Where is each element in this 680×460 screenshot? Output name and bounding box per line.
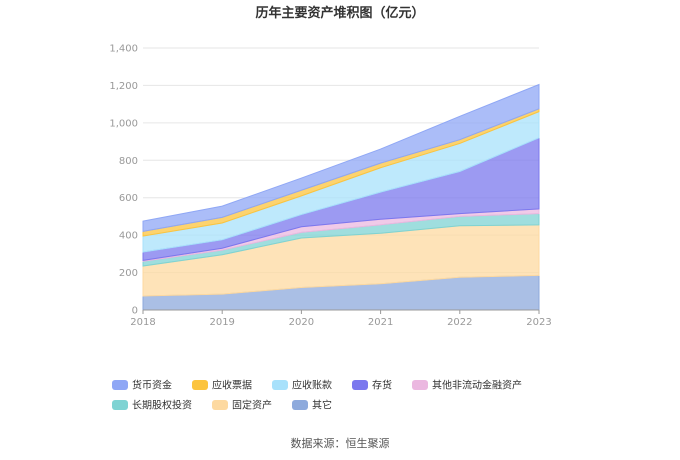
legend-swatch [292,400,308,410]
x-tick-label: 2019 [209,317,234,328]
series-areas [142,83,540,311]
y-tick-label: 400 [119,231,138,242]
legend-swatch [412,380,428,390]
legend-swatch [192,380,208,390]
legend-swatch [352,380,368,390]
legend-swatch [112,380,128,390]
legend-label: 其他非流动金融资产 [432,379,522,392]
y-tick-label: 1,000 [109,118,138,129]
chart-title: 历年主要资产堆积图（亿元） [255,5,424,21]
axes: 0 200 400 600 800 1,000 1,200 1,400 2018 2019 2020… [109,44,551,329]
legend-label: 应收票据 [212,379,252,392]
legend-label: 固定资产 [232,399,272,412]
legend-swatch [112,400,128,410]
x-tick-label: 2022 [447,317,472,328]
y-tick-label: 1,400 [109,44,138,55]
x-tick-label: 2020 [289,317,314,328]
x-tick-label: 2018 [130,317,155,328]
legend-label: 货币资金 [132,379,172,392]
y-tick-label: 1,200 [109,81,138,92]
legend-label: 应收账款 [292,379,332,392]
x-tick-label: 2021 [368,317,393,328]
legend-swatch [212,400,228,410]
legend-swatch [272,380,288,390]
legend-label: 长期股权投资 [132,399,192,412]
y-tick-label: 0 [132,306,138,317]
legend-label: 存货 [372,379,392,392]
y-tick-label: 800 [119,156,138,167]
legend-label: 其它 [312,399,332,412]
y-tick-label: 200 [119,268,138,279]
data-source-note: 数据来源：恒生聚源 [291,436,390,450]
x-tick-label: 2023 [526,317,551,328]
y-tick-label: 600 [119,193,138,204]
area-货币资金 [142,83,540,232]
